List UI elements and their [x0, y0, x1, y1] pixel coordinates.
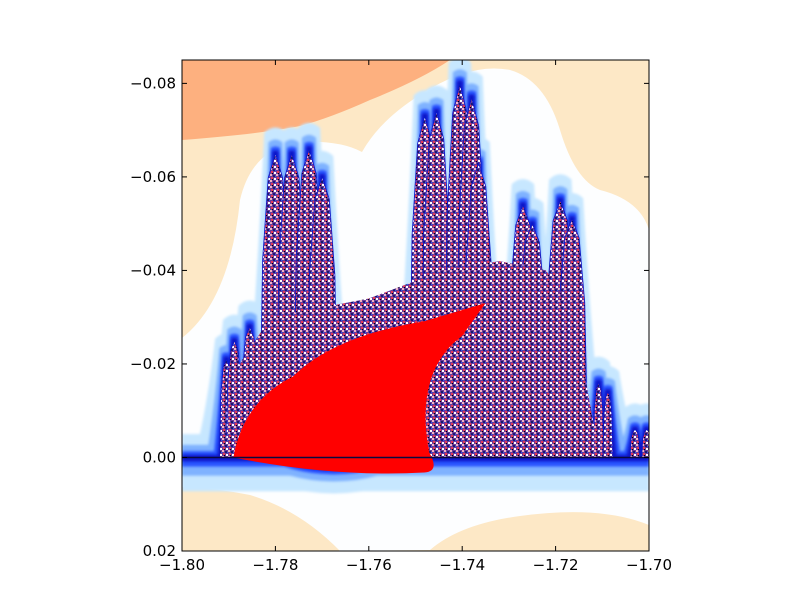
y-tick-label: −0.04: [130, 261, 176, 279]
far-orange-region: [182, 60, 450, 140]
plot-area: [182, 60, 649, 551]
spire: [602, 390, 614, 458]
plot-frame: [181, 59, 650, 552]
x-axis: −1.80 −1.78 −1.76 −1.74 −1.72 −1.70: [159, 60, 672, 574]
x-tick-label: −1.76: [346, 556, 392, 574]
y-axis: −0.08 −0.06 −0.04 −0.02 0.00 0.02: [130, 74, 649, 560]
interior-red-region: [233, 303, 486, 474]
x-tick-label: −1.74: [439, 556, 485, 574]
x-tick-label: −1.78: [252, 556, 298, 574]
x-tick-label: −1.70: [626, 556, 672, 574]
spire: [641, 428, 649, 458]
y-tick-label: −0.02: [130, 355, 176, 373]
x-tick-label: −1.80: [159, 556, 205, 574]
y-tick-label: −0.06: [130, 168, 176, 186]
x-tick-label: −1.72: [533, 556, 579, 574]
y-tick-label: −0.08: [130, 74, 176, 92]
y-tick-label: 0.02: [143, 542, 176, 560]
spire: [629, 428, 641, 458]
y-tick-label: 0.00: [143, 448, 176, 466]
